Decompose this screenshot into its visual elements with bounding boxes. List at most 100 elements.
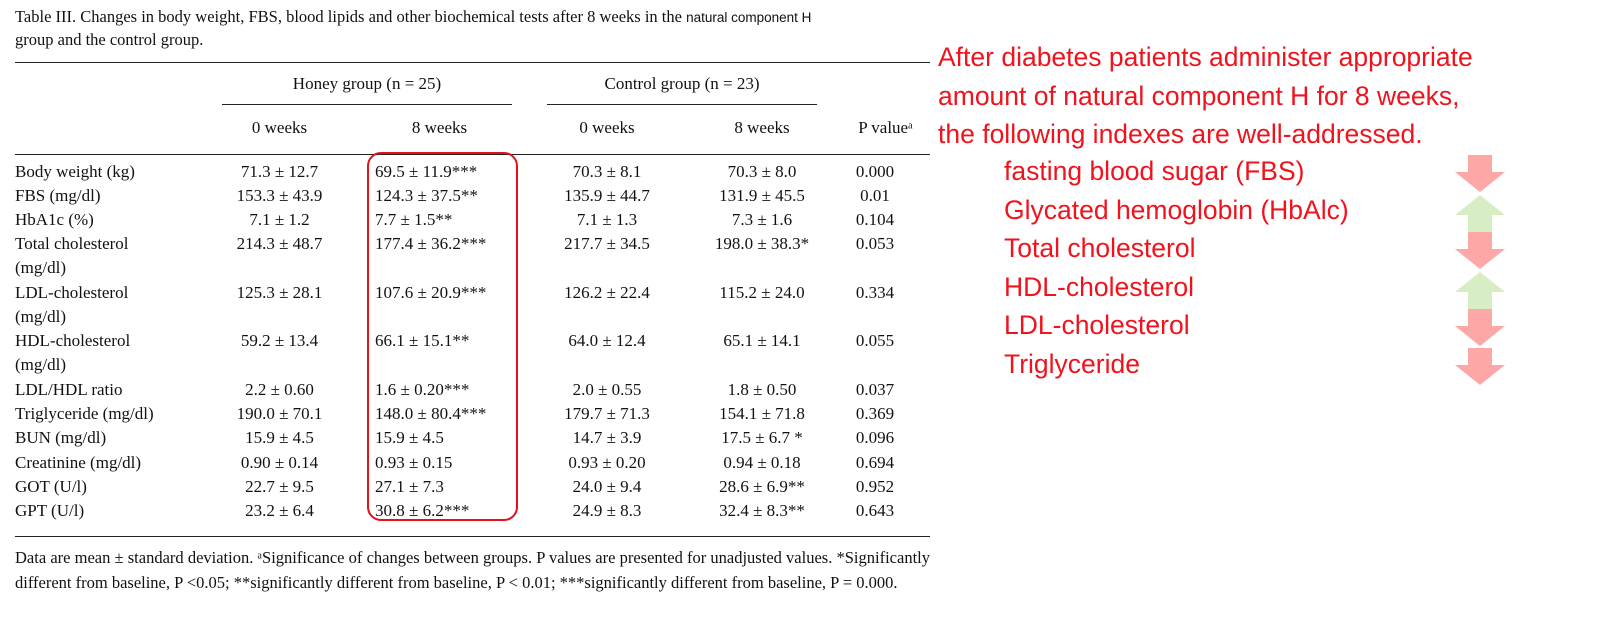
row-label: GPT (U/l) (15, 501, 85, 520)
index-label: Triglyceride (1004, 348, 1140, 379)
index-label: HDL-cholesterol (1004, 271, 1194, 302)
row-label-unit: (mg/dl) (15, 355, 66, 374)
arrow-down-icon (1455, 347, 1505, 385)
index-item: HDL-cholesterol (1004, 268, 1505, 309)
cell-honey-0wk: 71.3 ± 12.7 (240, 162, 319, 181)
cell-p-value: 0.055 (855, 331, 895, 350)
row-label: HbA1c (%) (15, 210, 94, 229)
cell-honey-0wk: 22.7 ± 9.5 (245, 477, 314, 496)
group-head-control: Control group (n = 23) (604, 74, 760, 93)
cell-control-0wk: 7.1 ± 1.3 (576, 210, 638, 229)
row-label: LDL-cholesterol (15, 283, 129, 302)
index-label: Glycated hemoglobin (HbAlc) (1004, 194, 1349, 225)
table-footnote: Data are mean ± standard deviation. ᵃSig… (15, 548, 930, 592)
cell-honey-0wk: 153.3 ± 43.9 (236, 186, 323, 205)
cell-control-8wk: 32.4 ± 8.3** (719, 501, 805, 520)
cell-honey-8wk: 7.7 ± 1.5** (375, 210, 453, 229)
annotation-intro: After diabetes patients administer appro… (938, 38, 1588, 154)
cell-honey-8wk: 27.1 ± 7.3 (375, 477, 444, 496)
cell-honey-0wk: 2.2 ± 0.60 (245, 380, 314, 399)
cell-honey-8wk: 1.6 ± 0.20*** (375, 380, 470, 399)
cell-honey-0wk: 7.1 ± 1.2 (249, 210, 310, 229)
cell-honey-8wk: 15.9 ± 4.5 (375, 428, 444, 447)
row-label: BUN (mg/dl) (15, 428, 107, 447)
index-item: LDL-cholesterol (1004, 306, 1505, 347)
header-rule (15, 154, 930, 155)
group-head-honey: Honey group (n = 25) (292, 74, 442, 93)
cell-p-value: 0.053 (855, 234, 895, 253)
cell-honey-8wk: 30.8 ± 6.2*** (375, 501, 470, 520)
arrow-down-icon (1455, 155, 1505, 192)
cell-p-value: 0.000 (855, 162, 895, 181)
cell-honey-8wk: 177.4 ± 36.2*** (375, 234, 487, 253)
row-label: Total cholesterol (15, 234, 129, 253)
cell-p-value: 0.952 (855, 477, 895, 496)
intro-line-1: After diabetes patients administer appro… (938, 42, 1473, 72)
cell-control-0wk: 24.0 ± 9.4 (572, 477, 642, 496)
cell-control-8wk: 70.3 ± 8.0 (727, 162, 797, 181)
row-label: HDL-cholesterol (15, 331, 131, 350)
intro-line-3: the following indexes are well-addressed… (938, 119, 1423, 149)
cell-honey-8wk: 148.0 ± 80.4*** (375, 404, 487, 423)
row-label: Triglyceride (mg/dl) (15, 404, 154, 423)
cell-honey-0wk: 0.90 ± 0.14 (240, 453, 319, 472)
row-label: Creatinine (mg/dl) (15, 453, 142, 472)
cell-control-8wk: 28.6 ± 6.9** (719, 477, 805, 496)
cell-p-value: 0.01 (860, 186, 890, 205)
cell-honey-0wk: 214.3 ± 48.7 (236, 234, 323, 253)
cell-control-0wk: 217.7 ± 34.5 (564, 234, 650, 253)
group-rule-honey (222, 104, 512, 105)
cell-control-8wk: 0.94 ± 0.18 (723, 453, 801, 472)
top-rule (15, 62, 930, 63)
cell-control-0wk: 179.7 ± 71.3 (564, 404, 650, 423)
index-item: Glycated hemoglobin (HbAlc) (1004, 191, 1505, 232)
cell-control-0wk: 24.9 ± 8.3 (572, 501, 642, 520)
row-label: FBS (mg/dl) (15, 186, 101, 205)
index-list: fasting blood sugar (FBS) Glycated hemogl… (1004, 152, 1505, 385)
row-label-unit: (mg/dl) (15, 307, 66, 326)
col-head-honey-8wk: 8 weeks (411, 118, 468, 137)
cell-honey-8wk: 69.5 ± 11.9*** (375, 162, 478, 181)
cell-control-0wk: 0.93 ± 0.20 (568, 453, 646, 472)
cell-control-8wk: 17.5 ± 6.7 * (721, 428, 803, 447)
cell-honey-8wk: 66.1 ± 15.1** (375, 331, 470, 350)
cell-control-0wk: 64.0 ± 12.4 (568, 331, 646, 350)
col-head-p-value: P valueᵃ (858, 118, 913, 137)
row-label-unit: (mg/dl) (15, 258, 66, 277)
index-label: LDL-cholesterol (1004, 310, 1190, 341)
cell-p-value: 0.694 (855, 453, 895, 472)
cell-control-8wk: 198.0 ± 38.3* (714, 234, 810, 253)
caption-tail: natural component H (686, 10, 812, 25)
cell-p-value: 0.096 (855, 428, 895, 447)
arrow-up-icon (1455, 194, 1505, 232)
index-label: Total cholesterol (1004, 233, 1196, 264)
table-caption: Table III. Changes in body weight, FBS, … (15, 6, 930, 51)
index-item: Total cholesterol (1004, 229, 1505, 270)
cell-control-8wk: 1.8 ± 0.50 (727, 380, 797, 399)
cell-control-0wk: 70.3 ± 8.1 (572, 162, 642, 181)
cell-p-value: 0.334 (855, 283, 895, 302)
caption-line2: group and the control group. (15, 30, 204, 49)
paper-table-panel: Table III. Changes in body weight, FBS, … (15, 6, 930, 592)
cell-p-value: 0.104 (855, 210, 895, 229)
cell-p-value: 0.643 (855, 501, 895, 520)
cell-honey-8wk: 0.93 ± 0.15 (375, 453, 453, 472)
arrow-down-icon (1455, 309, 1505, 347)
cell-honey-0wk: 59.2 ± 13.4 (240, 331, 319, 350)
annotation-panel: After diabetes patients administer appro… (938, 38, 1588, 385)
highlight-box-honey-8wk (367, 152, 518, 521)
cell-honey-0wk: 125.3 ± 28.1 (236, 283, 323, 302)
index-item: Triglyceride (1004, 345, 1505, 385)
cell-honey-0wk: 190.0 ± 70.1 (236, 404, 323, 423)
cell-control-8wk: 115.2 ± 24.0 (719, 283, 805, 302)
index-item: fasting blood sugar (FBS) (1004, 152, 1505, 192)
arrow-down-icon (1455, 232, 1505, 270)
col-head-control-0wk: 0 weeks (579, 118, 635, 137)
col-head-honey-0wk: 0 weeks (251, 118, 308, 137)
cell-honey-8wk: 107.6 ± 20.9*** (375, 283, 487, 302)
col-head-control-8wk: 8 weeks (734, 118, 790, 137)
arrow-up-icon (1455, 271, 1505, 309)
cell-p-value: 0.369 (855, 404, 895, 423)
cell-control-0wk: 126.2 ± 22.4 (564, 283, 650, 302)
cell-control-8wk: 154.1 ± 71.8 (719, 404, 805, 423)
